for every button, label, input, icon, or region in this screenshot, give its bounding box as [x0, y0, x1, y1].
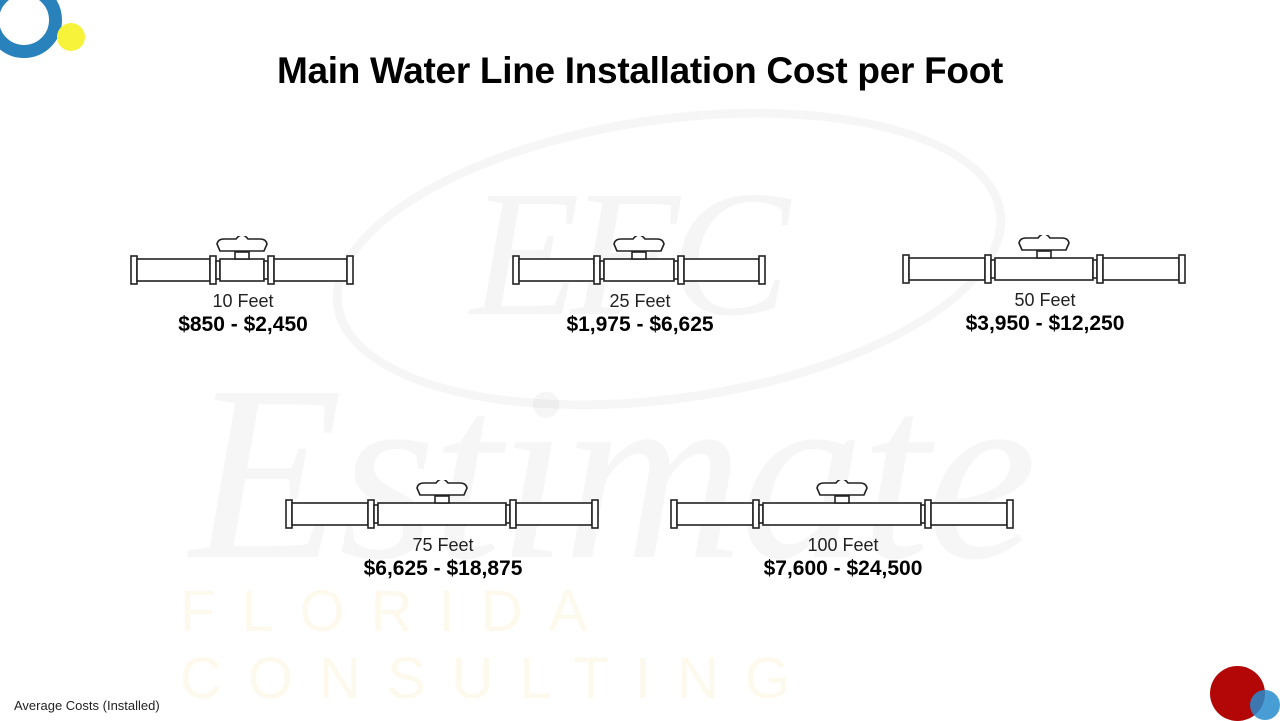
pipe-valve-icon: [512, 236, 766, 285]
cost-card-75ft: 75 Feet $6,625 - $18,875: [283, 480, 603, 582]
length-label: 100 Feet: [807, 535, 879, 555]
price-range: $3,950 - $12,250: [965, 312, 1125, 335]
cost-card-25ft: 25 Feet $1,975 - $6,625: [510, 236, 770, 338]
cost-card-50ft: 50 Feet $3,950 - $12,250: [890, 235, 1200, 337]
footnote: Average Costs (Installed): [14, 698, 160, 713]
length-label: 25 Feet: [609, 291, 671, 311]
length-label: 75 Feet: [412, 535, 474, 555]
watermark-subtitle: FLORIDA CONSULTING: [180, 579, 816, 711]
pipe-valve-icon: [902, 235, 1186, 284]
pipe-valve-icon: [285, 480, 599, 529]
price-range: $6,625 - $18,875: [363, 557, 523, 580]
blue-dot-icon: [1250, 690, 1280, 720]
price-range: $850 - $2,450: [178, 313, 308, 336]
yellow-dot-icon: [57, 23, 85, 51]
price-range: $1,975 - $6,625: [566, 313, 714, 336]
pipe-valve-icon: [670, 480, 1014, 529]
price-range: $7,600 - $24,500: [763, 557, 923, 580]
pipe-valve-icon: [130, 236, 354, 285]
length-label: 10 Feet: [212, 291, 274, 311]
cost-card-100ft: 100 Feet $7,600 - $24,500: [668, 480, 1018, 582]
page-title: Main Water Line Installation Cost per Fo…: [276, 50, 1004, 91]
cost-card-10ft: 10 Feet $850 - $2,450: [128, 236, 358, 338]
length-label: 50 Feet: [1014, 290, 1076, 310]
